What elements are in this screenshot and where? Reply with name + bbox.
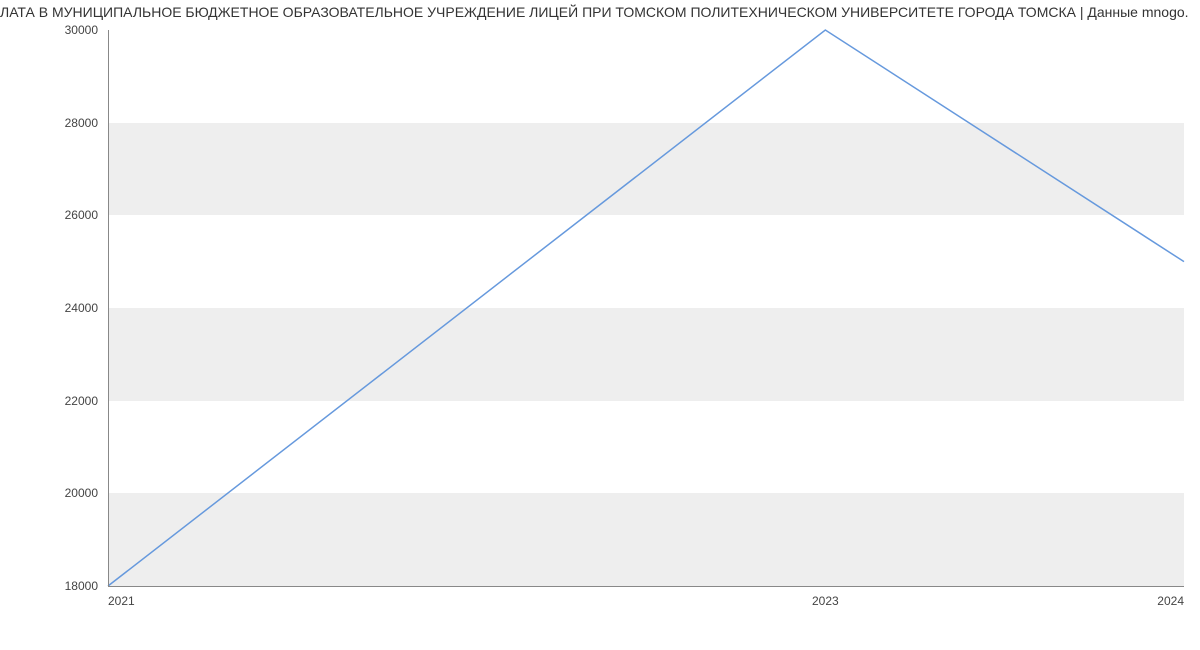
line-layer	[108, 30, 1184, 586]
x-tick-label: 2021	[108, 594, 135, 608]
y-axis-line	[108, 30, 109, 586]
series-line	[108, 30, 1184, 586]
y-tick-label: 18000	[0, 579, 98, 593]
y-tick-label: 22000	[0, 394, 98, 408]
x-tick-label: 2024	[1157, 594, 1184, 608]
plot-area	[108, 30, 1184, 586]
y-tick-label: 26000	[0, 208, 98, 222]
chart-container: 18000 20000 22000 24000 26000 28000 30000 2021…	[0, 26, 1200, 626]
x-tick-label: 2023	[812, 594, 839, 608]
y-tick-label: 28000	[0, 116, 98, 130]
y-tick-label: 30000	[0, 23, 98, 37]
y-tick-label: 24000	[0, 301, 98, 315]
chart-title: ЛАТА В МУНИЦИПАЛЬНОЕ БЮДЖЕТНОЕ ОБРАЗОВАТ…	[0, 4, 1200, 20]
x-axis-line	[108, 586, 1184, 587]
y-tick-label: 20000	[0, 486, 98, 500]
